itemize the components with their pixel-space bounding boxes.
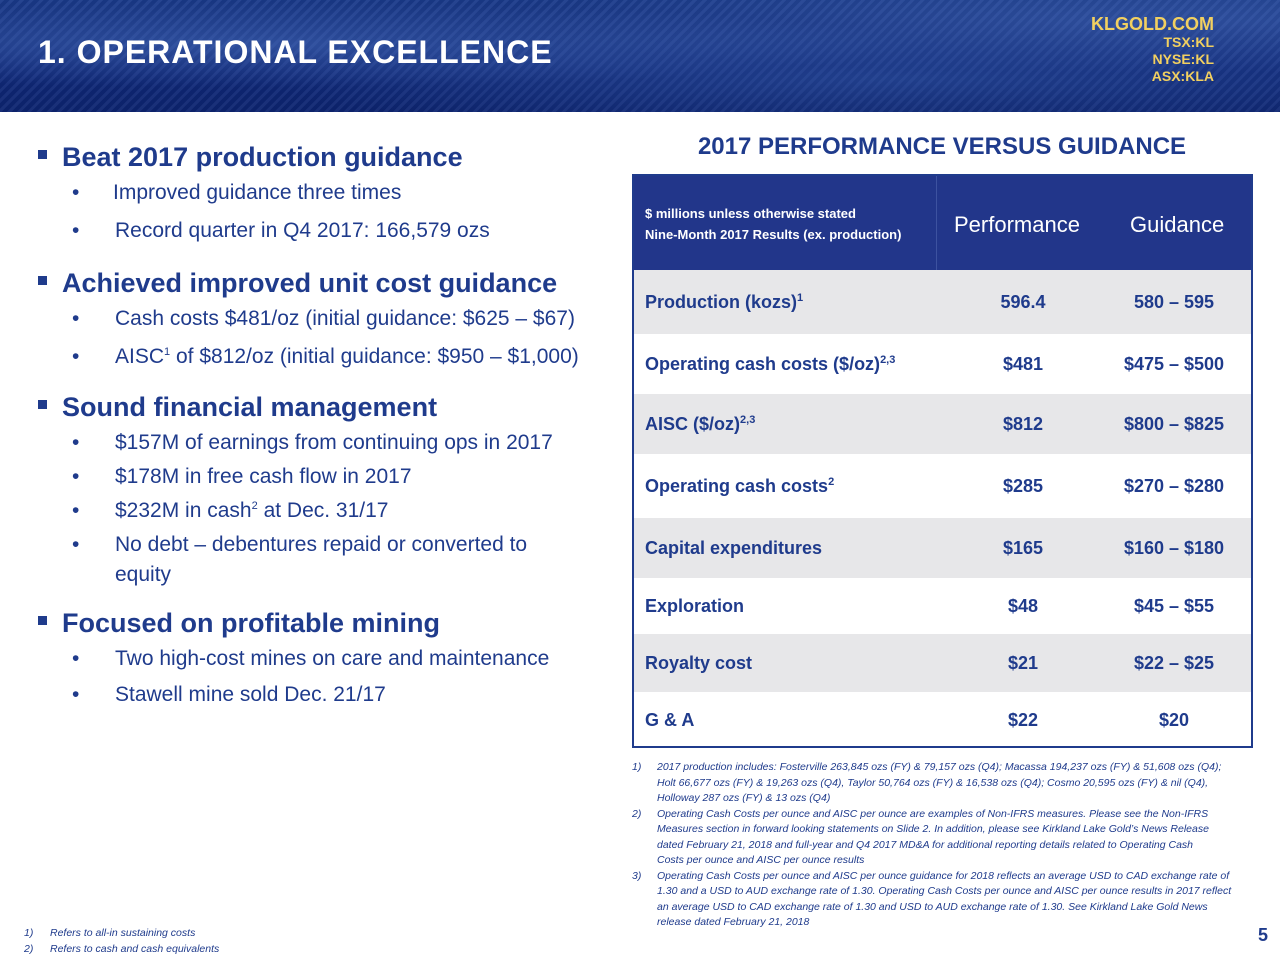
section-heading: Sound financial management bbox=[38, 390, 628, 424]
performance-cell: $22 bbox=[1007, 709, 1039, 730]
table-row: Exploration $48 $45 – $55 bbox=[634, 578, 1251, 634]
footnote: 2) Operating Cash Costs per ounce and AI… bbox=[632, 807, 1209, 867]
table-row: Operating cash costs ($/oz)2,3 $481 $475 –… bbox=[634, 334, 1251, 394]
ticker-tsx: TSX:KL bbox=[1163, 34, 1214, 50]
guidance-cell: $45 – $55 bbox=[1133, 595, 1215, 616]
square-bullet-icon bbox=[38, 616, 47, 625]
section-heading: Focused on profitable mining bbox=[38, 606, 628, 640]
list-item-continuation: equity bbox=[115, 563, 172, 586]
slide-title: 1. OPERATIONAL EXCELLENCE bbox=[38, 34, 553, 70]
square-bullet-icon bbox=[38, 400, 47, 409]
list-item: • Two high-cost mines on care and mainten… bbox=[72, 647, 550, 670]
performance-table: $ millions unless otherwise stated Nine-… bbox=[632, 174, 1253, 748]
row-label: Operating cash costs ($/oz)2,3 bbox=[645, 353, 896, 374]
highlights-list: Beat 2017 production guidance • Improved … bbox=[38, 140, 628, 708]
guidance-cell: $20 bbox=[1158, 709, 1190, 730]
table-footnotes: 1) 2017 production includes: Fosterville… bbox=[632, 760, 1262, 931]
table-row: G & A $22 $20 bbox=[634, 692, 1251, 748]
units-note: $ millions unless otherwise stated bbox=[645, 206, 856, 221]
column-header-guidance: Guidance bbox=[1130, 212, 1225, 237]
footnote: 1) 2017 production includes: Fosterville… bbox=[632, 761, 1222, 804]
guidance-cell: 580 – 595 bbox=[1133, 291, 1215, 312]
page-number: 5 bbox=[1257, 925, 1268, 945]
row-label: AISC ($/oz)2,3 bbox=[645, 413, 756, 434]
slide-footnotes: 1) Refers to all-in sustaining costs 2) Re… bbox=[24, 925, 219, 957]
list-item: • $232M in cash2 at Dec. 31/17 bbox=[72, 499, 389, 522]
performance-cell: $285 bbox=[1002, 475, 1044, 496]
list-item: • $178M in free cash flow in 2017 bbox=[72, 465, 412, 488]
section-heading: Achieved improved unit cost guidance bbox=[38, 266, 628, 300]
row-label: Operating cash costs2 bbox=[645, 475, 835, 496]
list-item: • $157M of earnings from continuing ops i… bbox=[72, 431, 553, 454]
list-item: • Improved guidance three times bbox=[72, 181, 402, 204]
performance-cell: 596.4 bbox=[1000, 291, 1046, 312]
table-row: Operating cash costs2 $285 $270 – $280 bbox=[634, 454, 1251, 518]
header-banner: 1. OPERATIONAL EXCELLENCE KLGOLD.COM TSX… bbox=[0, 0, 1280, 112]
performance-cell: $165 bbox=[1002, 537, 1044, 558]
row-label: G & A bbox=[645, 709, 695, 730]
column-header-performance: Performance bbox=[954, 212, 1080, 237]
table-title: 2017 PERFORMANCE VERSUS GUIDANCE bbox=[697, 133, 1187, 160]
list-item: • No debt – debentures repaid or converte… bbox=[72, 533, 528, 556]
table-row: AISC ($/oz)2,3 $812 $800 – $825 bbox=[634, 394, 1251, 454]
table-header: $ millions unless otherwise stated Nine-… bbox=[634, 176, 1251, 270]
row-label: Exploration bbox=[645, 595, 745, 616]
table-row: Royalty cost $21 $22 – $25 bbox=[634, 634, 1251, 692]
square-bullet-icon bbox=[38, 150, 47, 159]
website-link[interactable]: KLGOLD.COM bbox=[1091, 14, 1214, 34]
footnote: 3) Operating Cash Costs per ounce and AI… bbox=[632, 869, 1232, 929]
column-divider bbox=[936, 176, 937, 270]
footnote: 2) Refers to cash and cash equivalents bbox=[24, 943, 220, 955]
guidance-cell: $800 – $825 bbox=[1123, 413, 1225, 434]
guidance-cell: $22 – $25 bbox=[1133, 652, 1215, 673]
table-row: Production (kozs)1 596.4 580 – 595 bbox=[634, 270, 1251, 334]
performance-cell: $48 bbox=[1007, 595, 1039, 616]
footnote: 1) Refers to all-in sustaining costs bbox=[24, 927, 196, 939]
performance-cell: $481 bbox=[1002, 353, 1044, 374]
period-note: Nine-Month 2017 Results (ex. production) bbox=[645, 227, 902, 242]
guidance-cell: $160 – $180 bbox=[1123, 537, 1225, 558]
row-label: Capital expenditures bbox=[645, 537, 823, 558]
ticker-nyse: NYSE:KL bbox=[1152, 51, 1214, 67]
guidance-cell: $475 – $500 bbox=[1123, 353, 1225, 374]
list-item: • Cash costs $481/oz (initial guidance: $… bbox=[72, 307, 575, 330]
brand-block: KLGOLD.COM TSX:KL NYSE:KL ASX:KLA bbox=[1091, 14, 1214, 85]
table-row: Capital expenditures $165 $160 – $180 bbox=[634, 518, 1251, 578]
list-item: • Stawell mine sold Dec. 21/17 bbox=[72, 683, 386, 706]
list-item: • Record quarter in Q4 2017: 166,579 ozs bbox=[72, 219, 490, 242]
performance-cell: $812 bbox=[1002, 413, 1044, 434]
performance-cell: $21 bbox=[1007, 652, 1039, 673]
guidance-cell: $270 – $280 bbox=[1123, 475, 1225, 496]
square-bullet-icon bbox=[38, 276, 47, 285]
row-label: Royalty cost bbox=[645, 652, 753, 673]
list-item: • AISC1 of $812/oz (initial guidance: $95… bbox=[72, 345, 579, 368]
ticker-asx: ASX:KLA bbox=[1151, 68, 1214, 84]
section-heading: Beat 2017 production guidance bbox=[38, 140, 628, 174]
row-label: Production (kozs)1 bbox=[645, 291, 804, 312]
